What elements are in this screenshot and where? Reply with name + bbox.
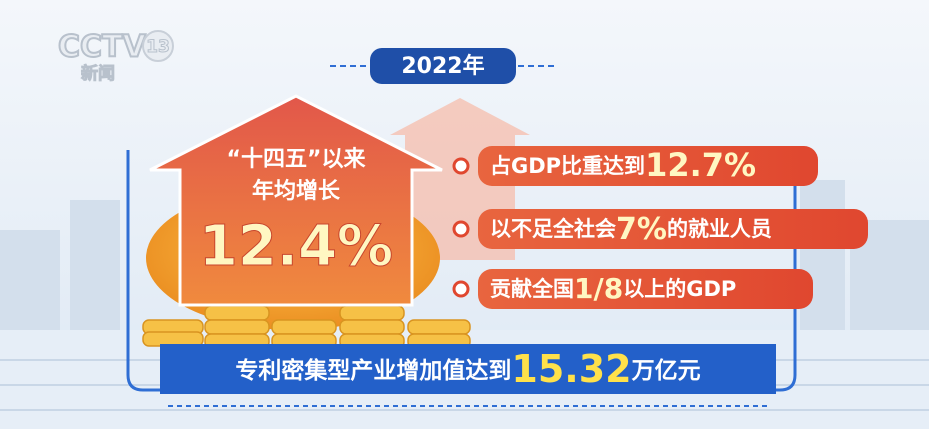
bullet: 以不足全社会7%的就业人员: [452, 209, 868, 249]
banner-suffix: 万亿元: [632, 358, 701, 384]
logo-channel: CCTV: [58, 30, 146, 65]
bullet-highlight: 7%: [616, 212, 667, 247]
arrow-line1: “十四五”以来: [227, 147, 367, 172]
arrow-value: 12.4%: [199, 214, 393, 279]
arrow-line2: 年均增长: [252, 178, 341, 204]
logo: CCTV 13 新闻: [57, 29, 174, 85]
coins: [142, 291, 471, 349]
growth-arrow: [149, 94, 443, 307]
banner-highlight: 15.32: [511, 347, 631, 391]
bullet: 占GDP比重达到12.7%: [452, 146, 818, 186]
logo-label: 新闻: [81, 63, 115, 84]
bullet-body: 占GDP比重达到: [490, 154, 645, 178]
bullet-body: 以不足全社会: [490, 217, 616, 241]
bullet-suffix: 以上的GDP: [623, 277, 736, 301]
banner-text: 专利密集型产业增加值达到15.32万亿元: [235, 347, 700, 391]
bullet: 贡献全国1/8以上的GDP: [452, 269, 813, 309]
bullet-text: 占GDP比重达到12.7%: [490, 146, 756, 184]
banner: 专利密集型产业增加值达到15.32万亿元: [160, 344, 776, 407]
bullet-highlight: 1/8: [574, 272, 623, 305]
year-badge: 2022年: [330, 48, 556, 84]
year: 2022年: [401, 53, 484, 79]
bullet-highlight: 12.7%: [645, 146, 756, 184]
bullet-body: 贡献全国: [490, 277, 574, 301]
bullet-text: 以不足全社会7%的就业人员: [490, 212, 772, 247]
bullet-text: 贡献全国1/8以上的GDP: [490, 272, 736, 305]
banner-body: 专利密集型产业增加值达到: [235, 357, 511, 384]
logo-number: 13: [146, 37, 170, 57]
bullets: 占GDP比重达到12.7% 以不足全社会7%的就业人员 贡献全国1/8以上的GD…: [452, 146, 868, 309]
bullet-suffix: 的就业人员: [667, 217, 772, 241]
